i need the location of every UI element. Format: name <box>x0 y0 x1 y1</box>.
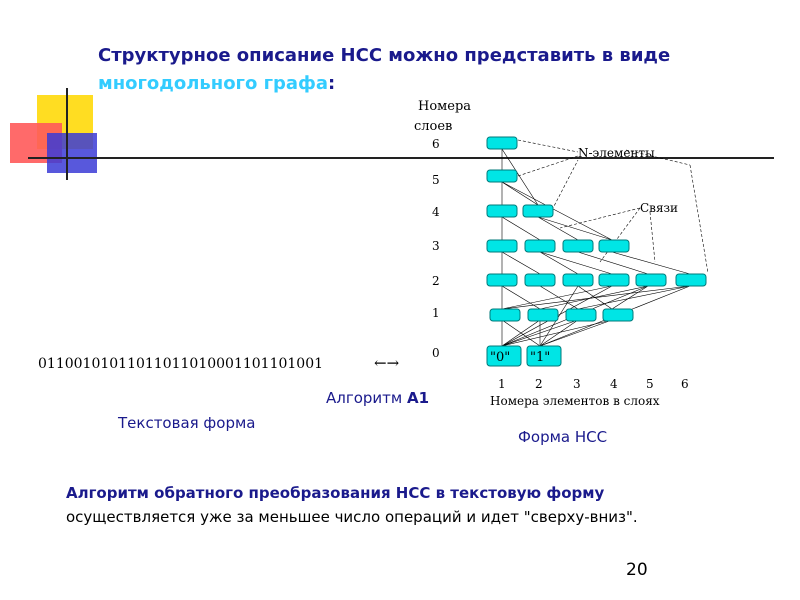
layer-number: 3 <box>432 239 440 253</box>
slide-title: Структурное описание НСС можно представи… <box>98 42 758 98</box>
node <box>675 273 707 287</box>
node <box>486 239 518 253</box>
bottom-statement-bold: Алгоритм обратного преобразования НСС в … <box>66 484 605 502</box>
element-number: 3 <box>573 377 581 391</box>
node <box>565 308 597 322</box>
node <box>527 308 559 322</box>
decor-blue-square <box>47 133 97 173</box>
element-number: 4 <box>610 377 618 391</box>
annotation-lines <box>517 139 709 274</box>
page-number: 20 <box>626 560 648 580</box>
element-number: 5 <box>646 377 654 391</box>
node <box>486 169 518 183</box>
layers-heading-line1: Номера <box>418 99 471 114</box>
graph-nodes <box>486 136 707 367</box>
nss-form-label: Форма НСС <box>518 428 608 446</box>
node <box>562 273 594 287</box>
node <box>486 204 518 218</box>
decor-horizontal-line <box>28 157 774 159</box>
node <box>524 239 556 253</box>
node <box>486 273 518 287</box>
layer-number: 6 <box>432 137 440 151</box>
element-number: 2 <box>535 377 543 391</box>
algorithm-label-text: Алгоритм <box>326 389 407 407</box>
node <box>598 239 630 253</box>
multipartite-graph: Номера слоев 6 5 4 3 2 1 0 <box>414 99 709 408</box>
text-form-label: Текстовая форма <box>118 414 256 432</box>
bidirectional-arrow: ←→ <box>374 354 400 372</box>
node <box>635 273 667 287</box>
terminal-label-1: "1" <box>530 350 550 365</box>
terminal-node-0 <box>486 345 522 367</box>
annotation-elements: N-элементы <box>578 146 655 160</box>
node <box>486 136 518 150</box>
title-highlight: многодольного графа <box>98 73 329 94</box>
annotation-links: Связи <box>640 201 678 215</box>
title-line1: Структурное описание НСС можно представи… <box>98 45 671 66</box>
terminal-node-1 <box>526 345 562 367</box>
layer-number: 1 <box>432 306 440 320</box>
node <box>524 273 556 287</box>
terminal-label-0: "0" <box>490 350 510 365</box>
layer-number: 4 <box>432 205 440 219</box>
node <box>598 273 630 287</box>
node <box>522 204 554 218</box>
layer-number: 5 <box>432 173 440 187</box>
title-colon: : <box>328 73 336 94</box>
element-number: 6 <box>681 377 689 391</box>
decor-vertical-line <box>66 88 68 180</box>
binary-string: 01100101011011011010001101101001 <box>38 356 324 372</box>
node <box>562 239 594 253</box>
algorithm-label: Алгоритм А1 <box>326 389 429 407</box>
layer-number: 0 <box>432 346 440 360</box>
x-axis-label: Номера элементов в слоях <box>490 394 660 408</box>
layers-heading-line2: слоев <box>414 119 452 134</box>
element-number: 1 <box>498 377 506 391</box>
bottom-statement: осуществляется уже за меньшее число опер… <box>66 508 638 526</box>
layer-number: 2 <box>432 274 440 288</box>
node <box>489 308 521 322</box>
algorithm-name: А1 <box>407 389 430 407</box>
node <box>602 308 634 322</box>
